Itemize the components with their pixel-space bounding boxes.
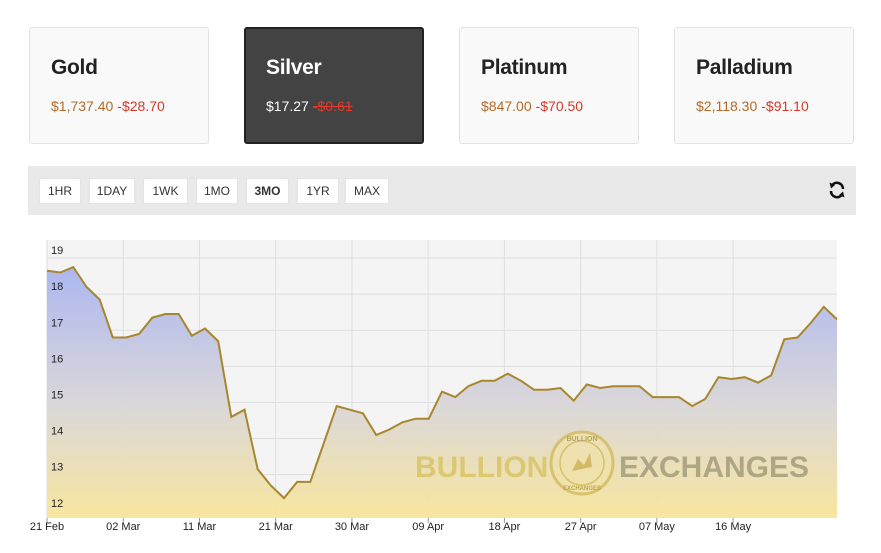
y-tick-label: 13 xyxy=(51,462,63,474)
metal-card-gold[interactable]: Gold $1,737.40 -$28.70 xyxy=(29,27,209,144)
x-tick-label: 27 Apr xyxy=(565,521,597,533)
y-tick-label: 16 xyxy=(51,353,63,365)
range-button-1mo[interactable]: 1MO xyxy=(196,178,238,204)
metal-name: Platinum xyxy=(481,56,568,79)
range-button-max[interactable]: MAX xyxy=(345,178,389,204)
range-button-1wk[interactable]: 1WK xyxy=(143,178,188,204)
metal-name: Silver xyxy=(266,56,322,79)
metal-change: -$70.50 xyxy=(535,98,584,114)
x-tick-label: 18 Apr xyxy=(489,521,521,533)
metal-price: $2,118.30 xyxy=(696,98,758,114)
watermark-logo: BULLION BULLION EXCHANGES EXCHANGES xyxy=(415,430,809,496)
metal-card-palladium[interactable]: Palladium $2,118.30 -$91.10 xyxy=(674,27,854,144)
metal-prices: $17.27 -$0.61 xyxy=(266,98,353,114)
metal-prices: $847.00 -$70.50 xyxy=(481,98,583,114)
range-button-1hr[interactable]: 1HR xyxy=(39,178,81,204)
x-tick-label: 16 May xyxy=(715,521,752,533)
y-tick-label: 15 xyxy=(51,389,63,401)
x-tick-label: 09 Apr xyxy=(412,521,444,533)
x-tick-label: 02 Mar xyxy=(106,521,141,533)
y-tick-label: 12 xyxy=(51,498,63,510)
watermark-badge: BULLION EXCHANGES xyxy=(549,430,615,496)
metal-name: Palladium xyxy=(696,56,793,79)
silver-price-chart: 12 13 14 15 16 17 18 19 21 Feb 02 Mar 11 Mar 21 Ma… xyxy=(30,240,838,533)
y-tick-label: 19 xyxy=(51,245,63,257)
refresh-icon[interactable] xyxy=(827,180,847,200)
metal-name: Gold xyxy=(51,56,98,79)
x-tick-label: 21 Mar xyxy=(259,521,294,533)
badge-bottom-text: EXCHANGES xyxy=(563,486,601,492)
metal-price: $847.00 xyxy=(481,98,532,114)
metal-price: $17.27 xyxy=(266,98,309,114)
metal-change: -$0.61 xyxy=(312,98,353,114)
metal-card-silver[interactable]: Silver $17.27 -$0.61 xyxy=(244,27,424,144)
metal-prices: $1,737.40 -$28.70 xyxy=(51,98,165,114)
y-tick-label: 14 xyxy=(51,426,63,438)
metal-change: -$28.70 xyxy=(117,98,165,114)
metal-prices: $2,118.30 -$91.10 xyxy=(696,98,809,114)
range-button-1day[interactable]: 1DAY xyxy=(89,178,135,204)
badge-top-text: BULLION xyxy=(566,436,597,443)
y-tick-label: 17 xyxy=(51,317,63,329)
x-tick-label: 30 Mar xyxy=(335,521,370,533)
watermark-left: BULLION xyxy=(415,451,548,484)
range-button-1yr[interactable]: 1YR xyxy=(297,178,339,204)
price-line xyxy=(46,265,838,500)
range-button-3mo[interactable]: 3MO xyxy=(246,178,289,204)
metal-card-platinum[interactable]: Platinum $847.00 -$70.50 xyxy=(459,27,639,144)
watermark-right: EXCHANGES xyxy=(619,451,809,484)
metal-price: $1,737.40 xyxy=(51,98,114,114)
x-tick-label: 21 Feb xyxy=(30,521,64,533)
x-tick-label: 11 Mar xyxy=(183,521,217,533)
metal-change: -$91.10 xyxy=(761,98,809,114)
range-toolbar: 1HR 1DAY 1WK 1MO 3MO 1YR MAX xyxy=(28,166,856,215)
x-tick-label: 07 May xyxy=(639,521,676,533)
y-tick-label: 18 xyxy=(51,281,63,293)
